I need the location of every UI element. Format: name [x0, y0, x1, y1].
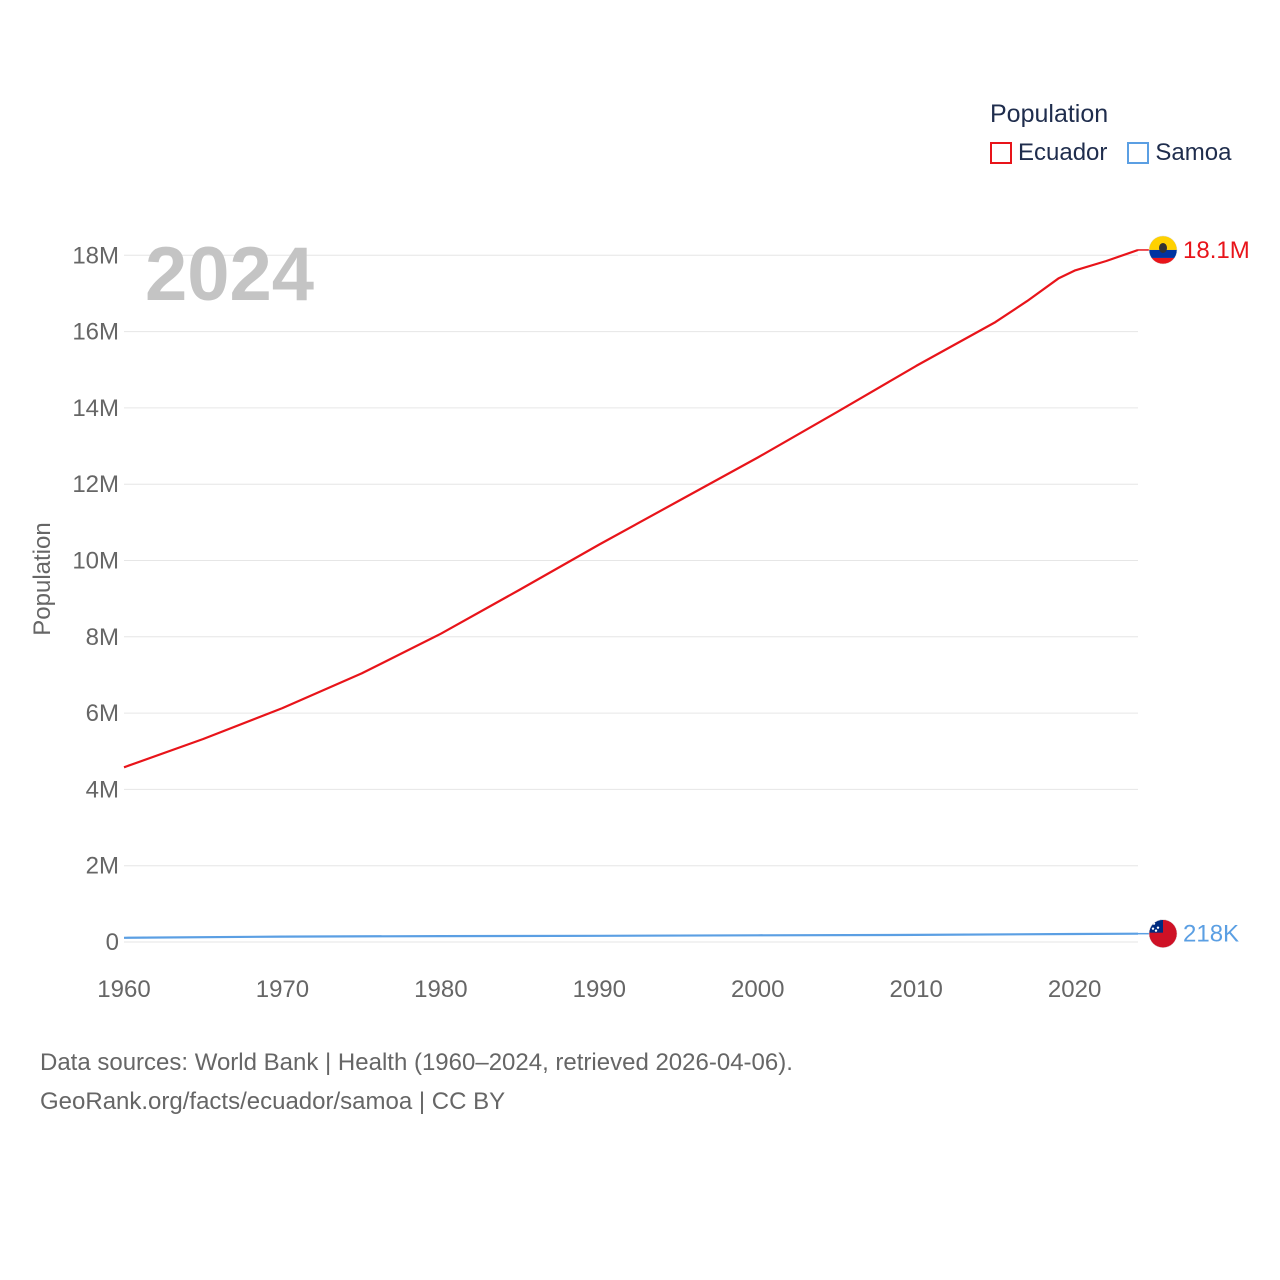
legend-label-samoa: Samoa [1155, 139, 1232, 166]
y-tick-label: 10M [72, 548, 119, 575]
y-tick-label: 18M [72, 242, 119, 269]
samoa-flag-icon [1148, 919, 1178, 948]
legend-swatch-ecuador [990, 142, 1012, 164]
x-tick-label: 1960 [97, 976, 150, 1003]
year-watermark: 2024 [145, 232, 314, 317]
x-tick-label: 1970 [256, 976, 309, 1003]
flag-star [1156, 926, 1160, 929]
x-tick-label: 1980 [414, 976, 467, 1003]
flag-star [1154, 929, 1158, 932]
y-tick-label: 6M [86, 700, 119, 727]
legend-swatch-samoa [1127, 142, 1150, 164]
y-tick-label: 16M [72, 319, 119, 346]
y-tick-label: 4M [86, 776, 119, 803]
legend-label-ecuador: Ecuador [1018, 139, 1108, 166]
ecuador-flag-icon [1148, 235, 1178, 265]
flag-stripe-blue [1149, 249, 1177, 258]
flag-body [1149, 919, 1177, 948]
x-tick-label: 2020 [1048, 976, 1101, 1003]
end-markers: 18.1M 218K [1138, 235, 1250, 948]
legend-item-samoa[interactable]: Samoa [1127, 139, 1231, 167]
gridlines [124, 254, 1138, 943]
y-tick-label: 12M [72, 471, 119, 498]
legend-item-ecuador[interactable]: Ecuador [990, 139, 1107, 167]
series-line-ecuador [123, 248, 1139, 769]
y-tick-label: 8M [86, 624, 119, 651]
x-axis-ticks: 1960 1970 1980 1990 2000 2010 2020 [97, 976, 1101, 1003]
series-group [123, 248, 1139, 939]
legend: Population Ecuador Samoa [990, 100, 1251, 167]
flag-stripe-red [1149, 257, 1177, 264]
attribution-text: GeoRank.org/facts/ecuador/samoa | CC BY [40, 1088, 506, 1115]
y-axis-ticks: 0 2M 4M 6M 8M 10M 12M 14M 16M 18M [72, 242, 119, 956]
flag-body [1149, 235, 1177, 264]
y-tick-label: 14M [72, 395, 119, 422]
flag-outline [1148, 235, 1178, 265]
flag-emblem [1159, 242, 1167, 253]
footer: Data sources: World Bank | Health (1960–… [40, 1043, 793, 1121]
end-value-label-samoa: 218K [1183, 921, 1239, 948]
x-tick-label: 1990 [573, 976, 626, 1003]
end-value-label-ecuador: 18.1M [1183, 237, 1250, 264]
flag-outline [1148, 919, 1178, 948]
x-tick-label: 2000 [731, 976, 784, 1003]
legend-items: Ecuador Samoa [990, 139, 1251, 167]
y-tick-label: 0 [106, 929, 119, 956]
x-tick-label: 2010 [889, 976, 942, 1003]
y-axis-label: Population [29, 522, 56, 635]
legend-title: Population [990, 100, 1109, 128]
flag-star [1151, 927, 1155, 930]
data-sources-text: Data sources: World Bank | Health (1960–… [40, 1049, 793, 1076]
y-tick-label: 2M [86, 853, 119, 880]
series-line-samoa [123, 932, 1139, 939]
